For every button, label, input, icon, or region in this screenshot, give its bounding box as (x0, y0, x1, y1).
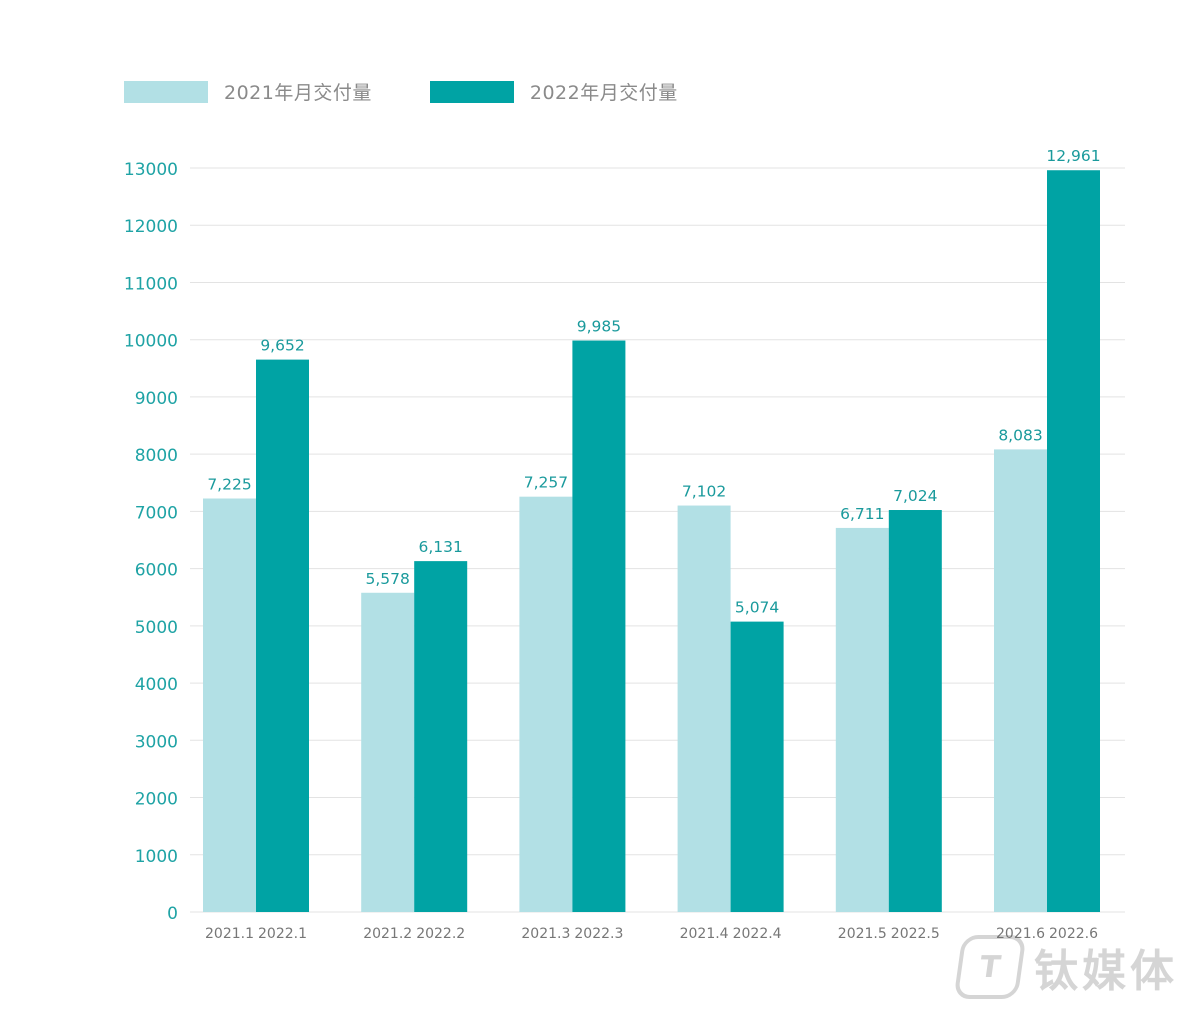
x-tick-label: 2022.6 (1049, 926, 1098, 942)
data-label: 7,024 (893, 487, 937, 505)
data-label: 7,102 (682, 483, 726, 501)
data-label: 6,131 (419, 538, 463, 556)
y-tick-label: 10000 (124, 332, 178, 352)
bar-2021 (203, 498, 256, 912)
y-tick-label: 5000 (135, 618, 178, 638)
y-tick-label: 3000 (135, 732, 178, 752)
x-tick-label: 2022.3 (574, 926, 623, 942)
watermark-text: 钛媒体 (1034, 946, 1178, 997)
legend-label-2021: 2021年月交付量 (224, 82, 372, 104)
data-label: 12,961 (1046, 147, 1100, 165)
bar-2022 (888, 510, 942, 912)
bar-2021 (835, 527, 889, 912)
y-tick-label: 11000 (124, 274, 178, 294)
x-tick-label: 2022.4 (733, 926, 782, 942)
bar-2022 (414, 561, 468, 912)
chart-legend: 2021年月交付量 2022年月交付量 (124, 78, 736, 105)
legend-item-2021: 2021年月交付量 (124, 78, 372, 105)
y-tick-label: 0 (167, 904, 178, 924)
x-tick-label: 2021.5 (838, 926, 887, 942)
x-tick-label: 2021.1 (205, 926, 254, 942)
x-tick-label: 2021.3 (521, 926, 570, 942)
data-label: 6,711 (840, 505, 884, 523)
bar-2022 (572, 340, 626, 912)
bar-2021 (361, 592, 415, 912)
x-tick-label: 2021.4 (680, 926, 729, 942)
x-tick-label: 2021.6 (996, 926, 1045, 942)
bar-2021 (519, 496, 573, 912)
bar-2022 (256, 359, 309, 912)
watermark: T 钛媒体 (953, 935, 1178, 999)
data-label: 5,578 (366, 570, 410, 588)
legend-item-2022: 2022年月交付量 (429, 78, 678, 105)
watermark-logo-icon: T (953, 935, 1027, 999)
y-tick-label: 12000 (124, 217, 178, 237)
data-label: 9,652 (260, 337, 304, 355)
data-label: 7,225 (207, 476, 251, 494)
data-label: 8,083 (998, 426, 1042, 444)
bar-2022 (730, 621, 784, 912)
bar-2021 (994, 449, 1047, 912)
legend-label-2022: 2022年月交付量 (529, 82, 678, 104)
y-tick-label: 9000 (135, 389, 178, 409)
legend-swatch-2022 (429, 80, 514, 103)
data-label: 5,074 (735, 599, 779, 617)
watermark-logo-letter: T (977, 949, 1003, 985)
data-label: 7,257 (524, 474, 568, 492)
y-tick-label: 6000 (135, 561, 178, 581)
y-tick-label: 2000 (135, 790, 178, 810)
bar-2022 (1047, 170, 1100, 912)
y-tick-label: 7000 (135, 503, 178, 523)
x-tick-label: 2022.2 (416, 926, 465, 942)
y-tick-label: 4000 (135, 675, 178, 695)
bar-2021 (677, 505, 731, 912)
data-label: 9,985 (577, 318, 621, 336)
legend-swatch-2021 (124, 80, 208, 103)
x-tick-label: 2021.2 (363, 926, 412, 942)
y-tick-label: 13000 (124, 160, 178, 180)
x-tick-label: 2022.1 (258, 926, 307, 942)
y-tick-label: 8000 (135, 446, 178, 466)
y-tick-label: 1000 (135, 847, 178, 867)
x-tick-label: 2022.5 (891, 926, 940, 942)
